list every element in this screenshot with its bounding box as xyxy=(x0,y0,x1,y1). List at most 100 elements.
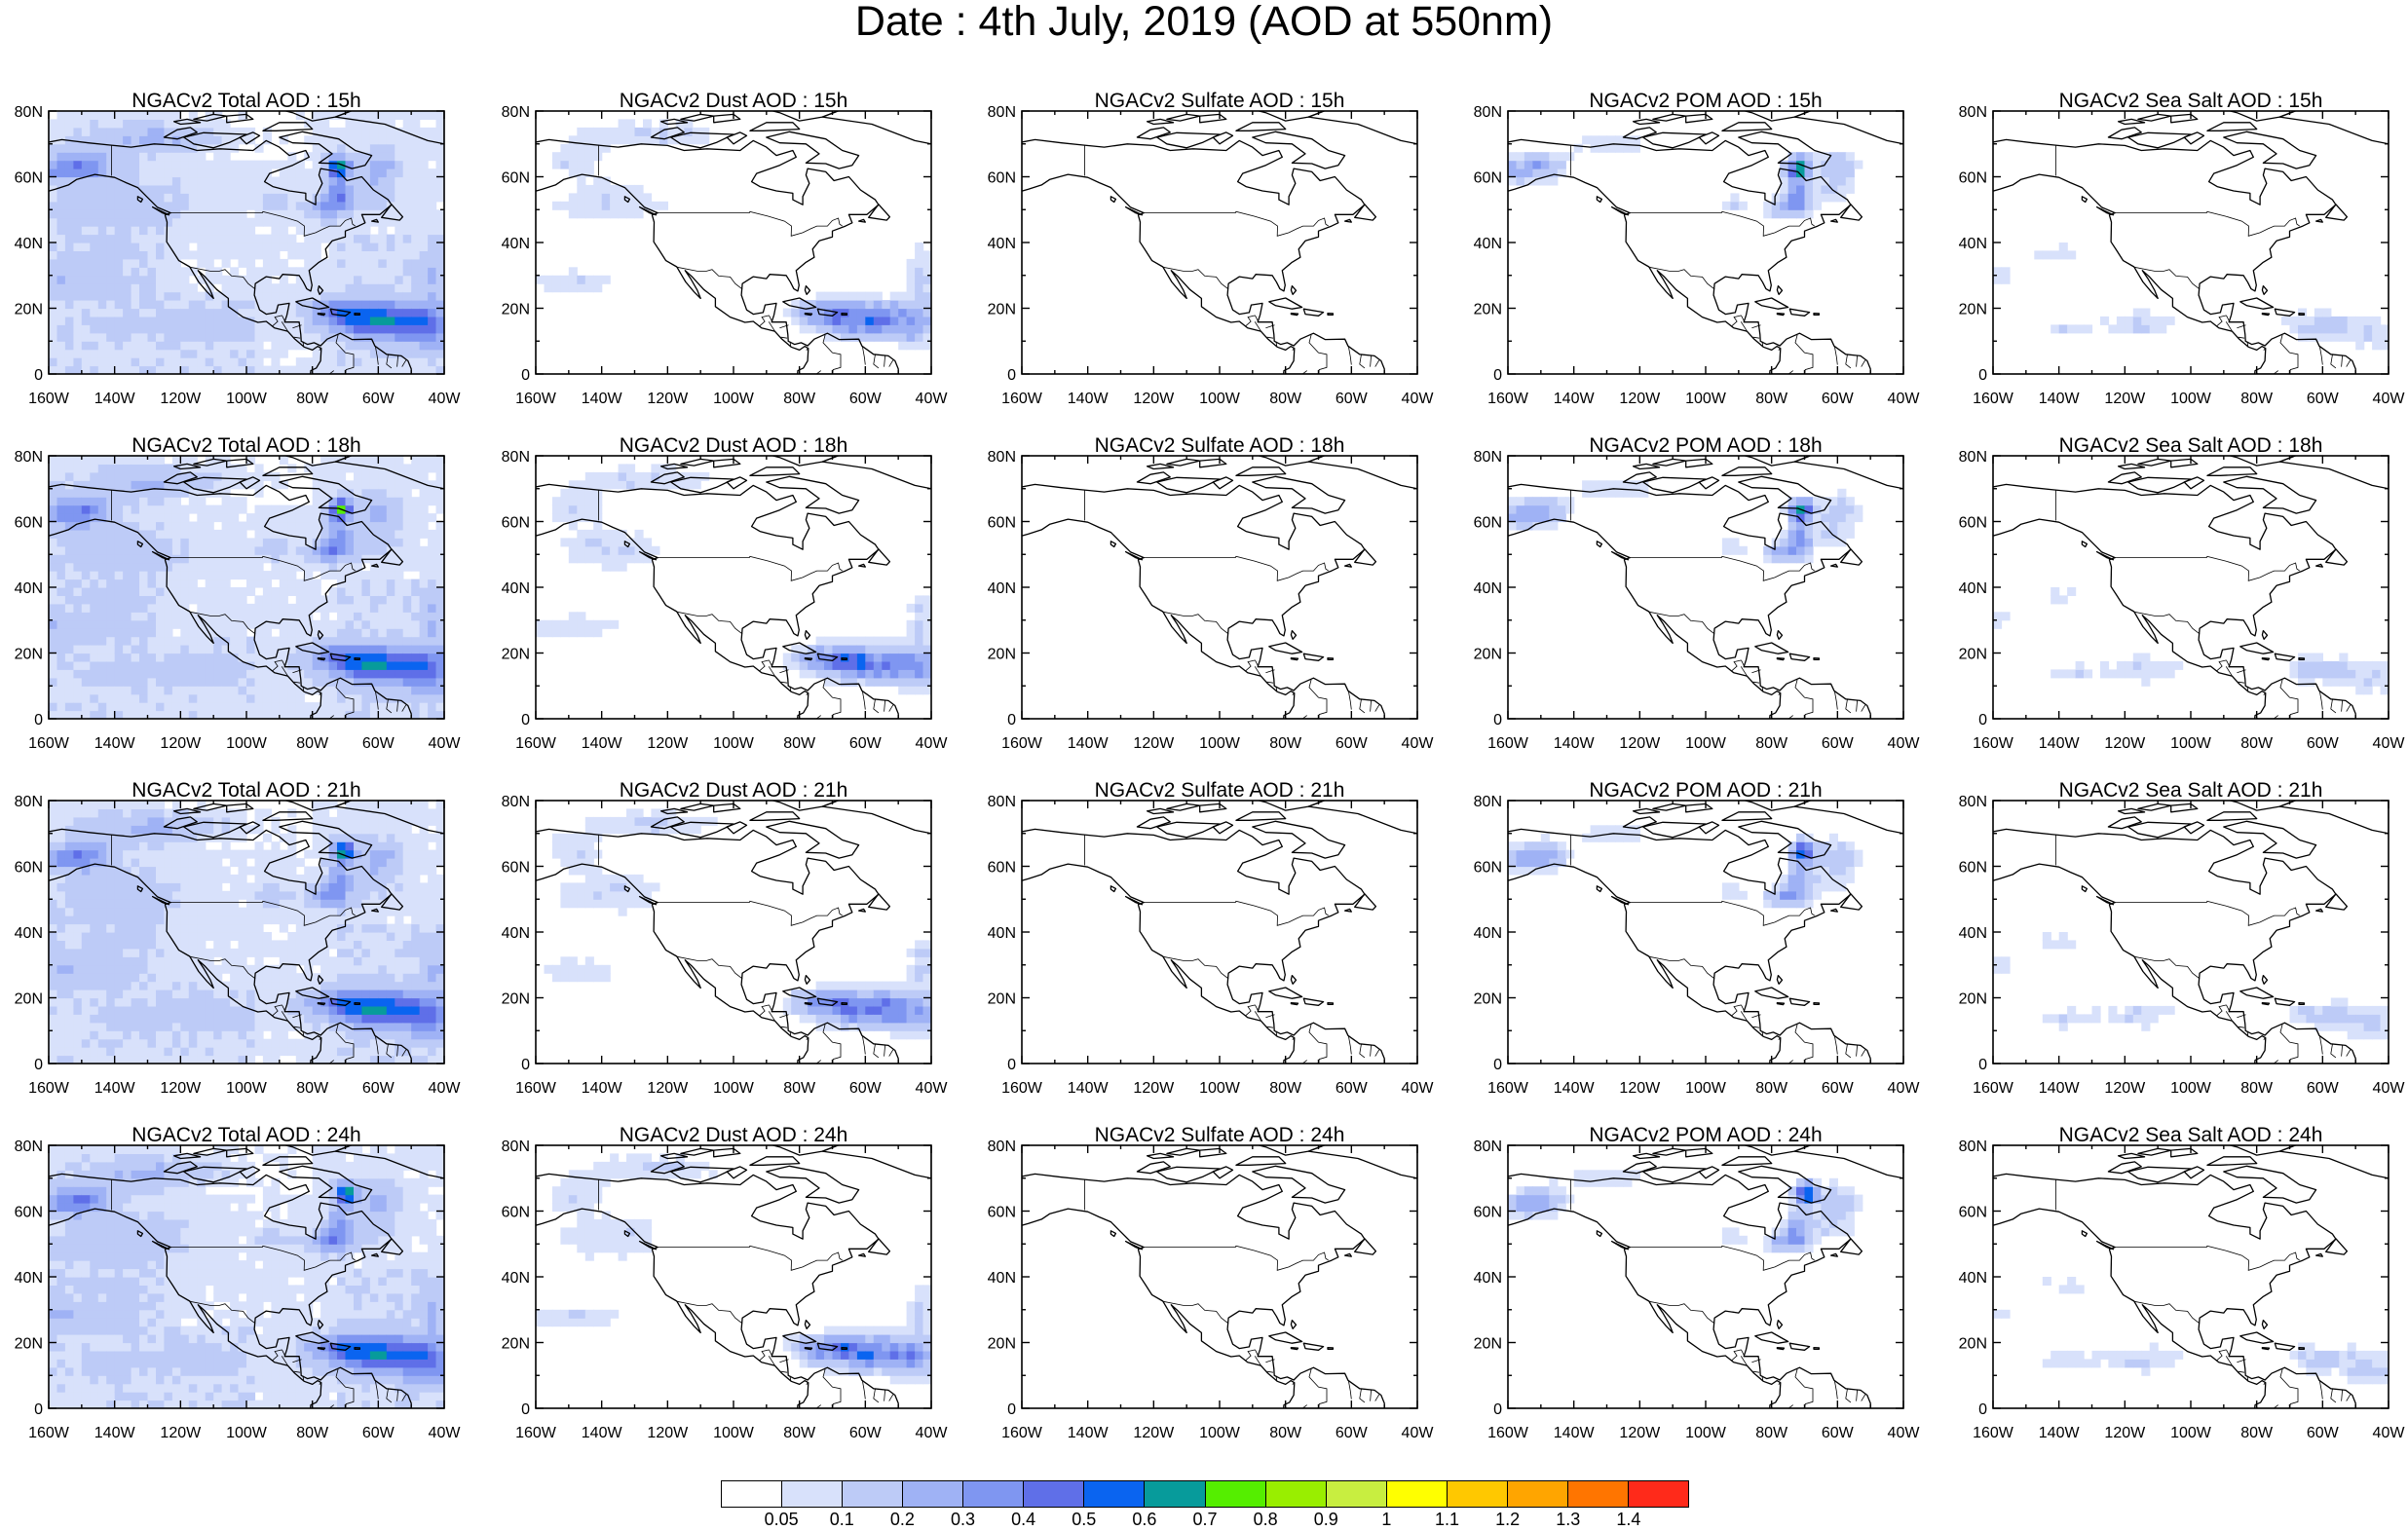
lon-tick-label: 80W xyxy=(783,1425,816,1441)
lon-tick-label: 40W xyxy=(1402,1080,1435,1097)
lat-tick-label: 0 xyxy=(1493,1057,1502,1073)
coastlines xyxy=(536,111,931,374)
lon-tick-label: 60W xyxy=(1822,1080,1855,1097)
country-borders xyxy=(2055,145,2352,374)
lat-tick-label: 80N xyxy=(15,1139,43,1155)
lon-tick-label: 120W xyxy=(1619,1080,1661,1097)
country-borders xyxy=(1084,1179,1380,1408)
lon-tick-label: 160W xyxy=(1487,1080,1529,1097)
coastlines xyxy=(1508,111,1903,374)
coastlines xyxy=(536,801,931,1064)
lon-tick-label: 100W xyxy=(1685,391,1727,407)
map-plot: 160W 140W 120W 100W 80W 60W 40W 0 20N 40N 60N 80N xyxy=(1474,1139,1921,1441)
lat-tick-label: 60N xyxy=(15,860,43,877)
lat-tick-label: 40N xyxy=(15,580,43,597)
lon-tick-label: 120W xyxy=(160,735,202,752)
lat-tick-label: 80N xyxy=(988,794,1016,810)
lat-tick-label: 40N xyxy=(1474,236,1502,252)
lon-tick-label: 100W xyxy=(1685,735,1727,752)
lon-tick-label: 120W xyxy=(1133,1425,1175,1441)
lon-tick-label: 140W xyxy=(1554,735,1596,752)
country-borders xyxy=(1084,145,1380,374)
lat-tick-label: 40N xyxy=(988,1270,1016,1287)
colorbar-swatch xyxy=(1084,1481,1146,1507)
aod-shading xyxy=(1993,1277,2389,1385)
lon-tick-label: 140W xyxy=(582,1425,623,1441)
lon-tick-label: 80W xyxy=(296,735,329,752)
map-plot: 160W 140W 120W 100W 80W 60W 40W 0 20N 40N 60N 80N xyxy=(15,1139,462,1441)
coastlines xyxy=(536,456,931,719)
aod-shading xyxy=(544,808,931,1040)
lon-tick-label: 120W xyxy=(1619,735,1661,752)
colorbar-label: 0.2 xyxy=(889,1510,915,1529)
lat-tick-label: 20N xyxy=(15,647,43,663)
colorbar-swatch xyxy=(782,1481,844,1507)
colorbar-label: 0.8 xyxy=(1253,1510,1278,1529)
lat-tick-label: 0 xyxy=(34,367,43,384)
lon-tick-label: 140W xyxy=(2039,735,2081,752)
map-plot: 160W 140W 120W 100W 80W 60W 40W 0 20N 40N 60N 80N xyxy=(15,104,462,407)
country-borders xyxy=(1084,835,1380,1064)
country-borders xyxy=(598,835,894,1064)
lat-tick-label: 60N xyxy=(15,515,43,532)
country-borders xyxy=(2055,490,2352,719)
lat-tick-label: 60N xyxy=(1474,170,1502,187)
lat-tick-label: 20N xyxy=(1474,1336,1502,1353)
lon-tick-label: 120W xyxy=(647,1425,689,1441)
lat-tick-label: 80N xyxy=(15,104,43,121)
lat-tick-label: 80N xyxy=(988,449,1016,466)
lon-tick-label: 40W xyxy=(2373,1425,2406,1441)
lon-tick-label: 60W xyxy=(2307,1080,2340,1097)
panel-title: NGACv2 POM AOD : 18h xyxy=(1589,434,1823,457)
lat-tick-label: 0 xyxy=(1007,367,1016,384)
lon-tick-label: 60W xyxy=(362,735,395,752)
colorbar-labels: 0.05 0.1 0.2 0.3 0.4 0.5 0.6 0.7 0.8 0.9 1 1.1 1.2 1.… xyxy=(721,1508,1689,1531)
lon-tick-label: 120W xyxy=(2104,1080,2146,1097)
map-panel-pom-24h: NGACv2 POM AOD : 24h 160W 140W 120W 100W 80W 6… xyxy=(1459,1122,1921,1457)
lat-tick-label: 60N xyxy=(1959,170,1987,187)
lat-tick-label: 60N xyxy=(1959,515,1987,532)
lat-tick-label: 40N xyxy=(1959,580,1987,597)
lon-tick-label: 80W xyxy=(1755,735,1788,752)
lon-tick-label: 160W xyxy=(1487,391,1529,407)
lat-tick-label: 40N xyxy=(502,580,530,597)
lat-tick-label: 60N xyxy=(988,515,1016,532)
lon-tick-label: 80W xyxy=(1755,391,1788,407)
map-plot: 160W 140W 120W 100W 80W 60W 40W 0 20N 40N 60N 80N xyxy=(988,449,1435,752)
lon-tick-label: 160W xyxy=(1001,391,1043,407)
map-panel-salt-18h: NGACv2 Sea Salt AOD : 18h 160W 140W 120W 100… xyxy=(1944,432,2406,767)
lon-tick-label: 160W xyxy=(515,1080,557,1097)
coastlines xyxy=(49,1145,444,1408)
lon-tick-label: 60W xyxy=(362,1425,395,1441)
lon-tick-label: 60W xyxy=(1336,391,1369,407)
colorbar-label: 0.9 xyxy=(1313,1510,1338,1529)
map-panel-total-15h: NGACv2 Total AOD : 15h 160W 140W 120W 100W 80… xyxy=(0,88,462,423)
lat-tick-label: 0 xyxy=(1007,712,1016,728)
lat-tick-label: 60N xyxy=(1474,1205,1502,1221)
lon-tick-label: 60W xyxy=(2307,391,2340,407)
colorbar-swatch xyxy=(1265,1481,1327,1507)
map-plot: 160W 140W 120W 100W 80W 60W 40W 0 20N 40N 60N 80N xyxy=(988,104,1435,407)
lat-tick-label: 40N xyxy=(1474,580,1502,597)
map-plot: 160W 140W 120W 100W 80W 60W 40W 0 20N 40N 60N 80N xyxy=(1959,449,2406,752)
lon-tick-label: 100W xyxy=(2170,391,2212,407)
lon-tick-label: 60W xyxy=(849,391,883,407)
lon-tick-label: 160W xyxy=(1487,1425,1529,1441)
country-borders xyxy=(598,145,894,374)
colorbar-label: 0.3 xyxy=(950,1510,976,1529)
lon-tick-label: 60W xyxy=(1822,1425,1855,1441)
aod-shading xyxy=(1993,932,2389,1040)
lat-tick-label: 20N xyxy=(1959,647,1987,663)
lon-tick-label: 40W xyxy=(1888,1080,1921,1097)
lon-tick-label: 80W xyxy=(296,391,329,407)
lat-tick-label: 20N xyxy=(15,991,43,1008)
lon-tick-label: 100W xyxy=(1199,391,1241,407)
colorbar-swatch xyxy=(1567,1481,1629,1507)
map-panel-total-21h: NGACv2 Total AOD : 21h 160W 140W 120W 100W 80… xyxy=(0,777,462,1112)
lon-tick-label: 100W xyxy=(713,735,755,752)
map-plot: 160W 140W 120W 100W 80W 60W 40W 0 20N 40N 60N 80N xyxy=(502,104,949,407)
coastlines xyxy=(49,801,444,1064)
lon-tick-label: 100W xyxy=(2170,1080,2212,1097)
country-borders xyxy=(111,835,407,1064)
map-panel-sulf-21h: NGACv2 Sulfate AOD : 21h 160W 140W 120W 100W… xyxy=(973,777,1435,1112)
